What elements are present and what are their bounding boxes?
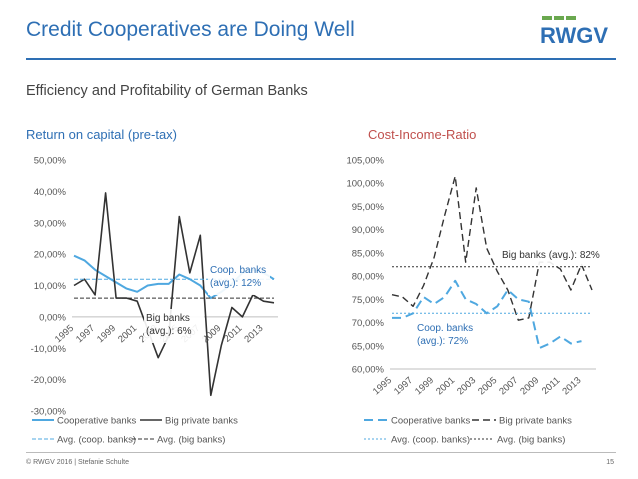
annotation-box (144, 309, 204, 343)
chart-title-return-on-capital: Return on capital (pre-tax) (26, 127, 178, 142)
x-tick-label: 2009 (518, 375, 541, 397)
y-tick-label: 75,00% (352, 295, 385, 306)
x-tick-label: 2001 (434, 375, 457, 397)
chart-title-cost-income-ratio: Cost-Income-Ratio (368, 127, 477, 142)
logo-text: RWGV (540, 23, 608, 48)
x-tick-label: 2013 (560, 375, 583, 397)
annotation-text: Big banks (146, 313, 190, 324)
y-tick-label: 95,00% (352, 202, 385, 213)
y-tick-label: 40,00% (34, 187, 67, 198)
legend-label: Avg. (big banks) (157, 435, 225, 446)
logo-mark (566, 16, 576, 20)
y-tick-label: 85,00% (352, 248, 385, 259)
footer-text: © RWGV 2016 | Stefanie Schulte (26, 459, 129, 466)
series-line (391, 175, 593, 321)
y-tick-label: -20,00% (31, 375, 67, 386)
legend-label: Big private banks (499, 416, 572, 427)
x-tick-label: 1997 (392, 375, 415, 397)
x-tick-label: 1999 (95, 323, 118, 345)
y-tick-label: 30,00% (34, 218, 67, 229)
annotation-box (500, 246, 612, 266)
annotation-text: Coop. banks (210, 265, 266, 276)
legend-label: Cooperative banks (391, 416, 470, 427)
y-tick-label: 10,00% (34, 281, 67, 292)
x-tick-label: 2003 (455, 375, 478, 397)
y-tick-label: 50,00% (34, 156, 67, 167)
legend-label: Avg. (coop. banks) (391, 435, 470, 446)
annotation-box (415, 319, 477, 351)
annotation-text: (avg.): 6% (146, 326, 192, 337)
y-tick-label: 65,00% (352, 341, 385, 352)
annotation-text: (avg.): 72% (417, 336, 468, 347)
rwgv-logo: RWGV (540, 16, 608, 48)
x-tick-label: 2011 (540, 375, 563, 397)
x-tick-label: 1997 (74, 323, 97, 345)
x-tick-label: 1995 (371, 375, 394, 397)
annotation-text: Big banks (avg.): 82% (502, 250, 600, 261)
series-line (73, 192, 275, 397)
x-tick-label: 1999 (413, 375, 436, 397)
y-tick-label: -10,00% (31, 344, 67, 355)
page-number: 15 (606, 459, 614, 466)
legend-label: Avg. (coop. banks) (57, 435, 136, 446)
x-tick-label: 1995 (53, 323, 76, 345)
x-tick-label: 2013 (242, 323, 265, 345)
footer-rule (26, 452, 616, 453)
y-tick-label: 105,00% (346, 156, 384, 167)
y-tick-label: 60,00% (352, 365, 385, 376)
y-tick-label: 20,00% (34, 250, 67, 261)
legend-label: Big private banks (165, 416, 238, 427)
legend-label: Avg. (big banks) (497, 435, 565, 446)
y-tick-label: -30,00% (31, 407, 67, 418)
annotation-text: Coop. banks (417, 323, 473, 334)
logo-mark (542, 16, 552, 20)
legend-label: Cooperative banks (57, 416, 136, 427)
x-tick-label: 2011 (222, 323, 245, 345)
y-tick-label: 70,00% (352, 318, 385, 329)
page-title: Credit Cooperatives are Doing Well (26, 18, 355, 41)
series-line (392, 279, 582, 350)
cost-income-ratio-chart: 105,00% 100,00% 95,00% 90,00% 85,00% 80,00% 75… (346, 156, 612, 446)
logo-mark (554, 16, 564, 20)
header-rule (26, 58, 616, 60)
x-tick-label: 2005 (476, 375, 499, 397)
return-on-capital-chart: 50,00% 40,00% 30,00% 20,00% 10,00% 0,00% -10,0… (31, 156, 278, 446)
page-subtitle: Efficiency and Profitability of German B… (26, 83, 308, 99)
x-tick-label: 2001 (116, 323, 139, 345)
y-tick-label: 100,00% (346, 179, 384, 190)
y-tick-label: 90,00% (352, 225, 385, 236)
annotation-text: (avg.): 12% (210, 278, 261, 289)
x-tick-label: 2007 (497, 375, 520, 397)
annotation-box (208, 261, 270, 295)
y-tick-label: 80,00% (352, 272, 385, 283)
y-tick-label: 0,00% (39, 312, 66, 323)
